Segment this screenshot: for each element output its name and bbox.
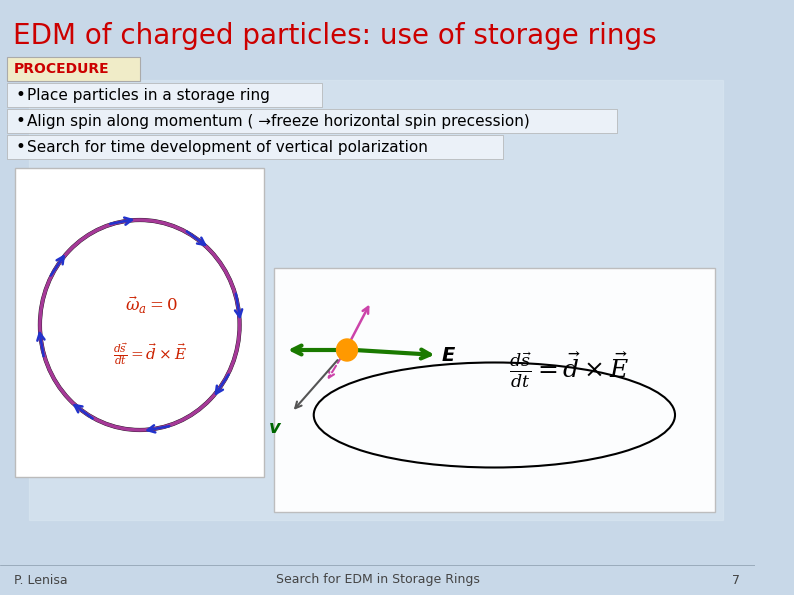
FancyBboxPatch shape [6, 83, 322, 107]
Text: $\frac{d\vec{s}}{dt} = \vec{d} \times \vec{E}$: $\frac{d\vec{s}}{dt} = \vec{d} \times \v… [509, 350, 629, 390]
FancyBboxPatch shape [15, 168, 264, 477]
Text: •: • [15, 138, 25, 156]
Text: E: E [442, 346, 456, 365]
Circle shape [337, 339, 357, 361]
Text: $\vec{\omega}_a = 0$: $\vec{\omega}_a = 0$ [125, 295, 179, 316]
Text: $\frac{d\vec{s}}{dt} = \vec{d} \times \vec{E}$: $\frac{d\vec{s}}{dt} = \vec{d} \times \v… [113, 342, 187, 368]
Text: v: v [269, 419, 281, 437]
Text: Align spin along momentum ( →freeze horizontal spin precession): Align spin along momentum ( →freeze hori… [27, 114, 530, 129]
Text: •: • [15, 86, 25, 104]
Text: Place particles in a storage ring: Place particles in a storage ring [27, 87, 269, 102]
Text: Search for time development of vertical polarization: Search for time development of vertical … [27, 139, 427, 155]
FancyBboxPatch shape [6, 109, 617, 133]
Text: EDM of charged particles: use of storage rings: EDM of charged particles: use of storage… [13, 22, 657, 50]
FancyBboxPatch shape [6, 135, 503, 159]
Text: •: • [15, 112, 25, 130]
Text: PROCEDURE: PROCEDURE [13, 62, 109, 76]
Text: Search for EDM in Storage Rings: Search for EDM in Storage Rings [276, 574, 480, 587]
FancyBboxPatch shape [274, 268, 715, 512]
FancyBboxPatch shape [6, 57, 140, 81]
Text: P. Lenisa: P. Lenisa [14, 574, 67, 587]
Bar [29, 80, 723, 520]
Text: 7: 7 [731, 574, 740, 587]
